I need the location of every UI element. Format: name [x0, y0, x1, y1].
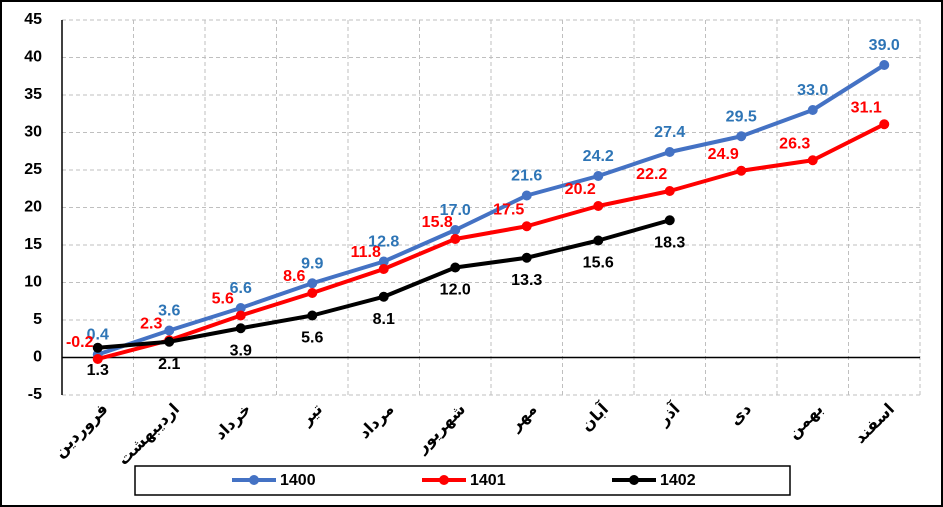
series-marker [593, 235, 604, 246]
series-marker [235, 303, 246, 313]
data-label: 11.8 [351, 244, 381, 261]
series-marker [378, 291, 389, 302]
data-label: 24.9 [708, 146, 739, 163]
series-marker [879, 60, 890, 70]
y-tick-label: 0 [33, 349, 42, 366]
y-tick-label: 30 [24, 124, 42, 141]
data-label: 33.0 [797, 82, 828, 99]
series-marker [521, 252, 532, 263]
series-marker [307, 278, 318, 289]
y-tick-label: -5 [28, 386, 42, 403]
y-tick-label: 35 [24, 86, 42, 103]
data-label: 24.2 [583, 148, 614, 165]
y-tick-label: 25 [24, 161, 42, 178]
series-marker [664, 147, 675, 157]
legend-label: 1400 [280, 472, 316, 489]
data-label: 26.3 [779, 135, 810, 152]
data-label: 3.6 [158, 303, 180, 320]
data-label: 2.3 [140, 315, 162, 332]
data-label: 39.0 [869, 37, 900, 54]
series-marker [92, 354, 103, 364]
data-label: 8.1 [373, 311, 395, 328]
legend-label: 1402 [660, 472, 696, 489]
data-label: 5.6 [301, 330, 323, 347]
series-marker [164, 325, 175, 336]
legend-marker [249, 475, 259, 485]
data-label: 31.1 [851, 99, 882, 116]
series-marker [450, 262, 461, 273]
data-label: 8.6 [283, 268, 305, 285]
series-marker [235, 323, 246, 334]
series-marker [307, 288, 318, 298]
series-marker [664, 215, 675, 226]
series-line [97, 122, 886, 361]
data-label: 15.8 [422, 214, 453, 231]
y-tick-label: 15 [24, 236, 42, 253]
data-label: 27.4 [654, 124, 685, 141]
series-marker [593, 201, 604, 211]
data-label: 20.2 [565, 181, 596, 198]
y-tick-label: 45 [24, 11, 42, 28]
data-label: 12.0 [440, 282, 471, 299]
legend-label: 1401 [470, 472, 506, 489]
series-marker [736, 131, 747, 142]
series-marker [521, 221, 532, 232]
legend-marker [439, 475, 449, 485]
series-marker [807, 105, 818, 115]
data-label: 1.3 [87, 362, 109, 379]
data-label: 22.2 [636, 166, 667, 183]
data-label: 18.3 [654, 234, 685, 251]
series-marker [664, 186, 675, 196]
data-label: 6.6 [230, 280, 252, 297]
data-label: 12.8 [368, 234, 399, 251]
data-label: 15.6 [583, 255, 614, 272]
series-marker [378, 264, 389, 274]
series-marker [235, 310, 246, 321]
data-label: 9.9 [301, 255, 323, 272]
data-label: 13.3 [511, 272, 542, 289]
series-marker [879, 119, 890, 130]
data-label: 3.9 [230, 342, 252, 359]
data-label: 21.6 [511, 168, 542, 185]
legend-marker [629, 475, 639, 485]
data-label: 17.5 [493, 201, 524, 218]
series-marker [450, 234, 461, 244]
y-tick-label: 40 [24, 49, 42, 66]
series-marker [307, 310, 318, 321]
data-label: 5.6 [212, 291, 234, 308]
series-marker [807, 155, 818, 166]
series-marker [450, 225, 461, 235]
y-tick-label: 5 [33, 311, 42, 328]
series-line [97, 63, 886, 357]
series-marker [92, 342, 103, 353]
series-marker [378, 256, 389, 267]
data-label: 17.0 [440, 202, 471, 219]
series-marker [164, 336, 175, 347]
series-marker [736, 165, 747, 176]
y-tick-label: 10 [24, 274, 42, 291]
data-label: -0.2 [66, 334, 94, 351]
data-label: 29.5 [726, 108, 757, 125]
series-marker [521, 190, 532, 201]
data-label: 0.4 [87, 327, 109, 344]
data-label: 2.1 [158, 356, 180, 373]
y-tick-label: 20 [24, 199, 42, 216]
series-marker [593, 171, 604, 181]
